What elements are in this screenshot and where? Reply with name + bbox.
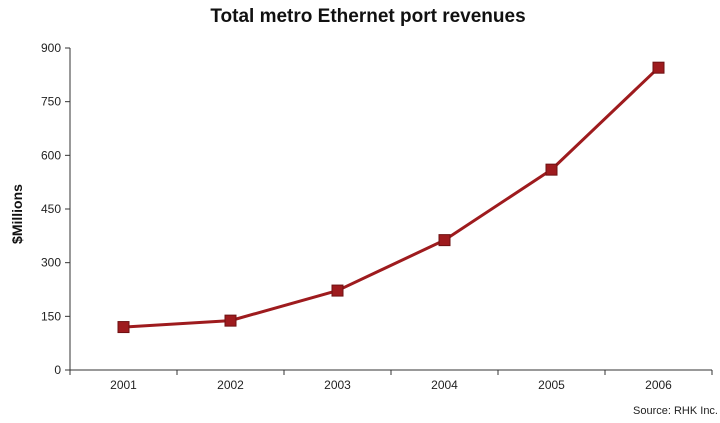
data-point-marker [545,163,558,176]
y-tick-label: 900 [41,41,61,55]
data-point-marker [224,314,237,327]
data-point-marker [652,61,665,74]
x-tick-label: 2003 [324,378,351,392]
y-axis-label: $Millions [9,184,25,244]
data-point-marker [331,284,344,297]
x-tick-label: 2004 [431,378,458,392]
x-tick-label: 2005 [538,378,565,392]
y-tick-label: 450 [41,202,61,216]
y-tick-label: 150 [41,309,61,323]
y-tick-label: 0 [54,363,61,377]
source-note: Source: RHK Inc. [633,405,718,417]
x-axis: 2001 2002 2003 2004 2005 2006 [69,370,713,392]
x-tick-label: 2006 [645,378,672,392]
series-line [123,66,660,329]
x-tick-label: 2001 [110,378,137,392]
y-tick-label: 750 [41,95,61,109]
data-point-marker [117,321,130,334]
data-point-marker [438,234,451,247]
y-tick-label: 300 [41,256,61,270]
y-axis: 0 150 300 450 600 750 900 [41,41,70,377]
chart-title: Total metro Ethernet port revenues [210,6,525,27]
y-tick-label: 600 [41,148,61,162]
series-layer [117,61,665,334]
x-tick-label: 2002 [217,378,244,392]
